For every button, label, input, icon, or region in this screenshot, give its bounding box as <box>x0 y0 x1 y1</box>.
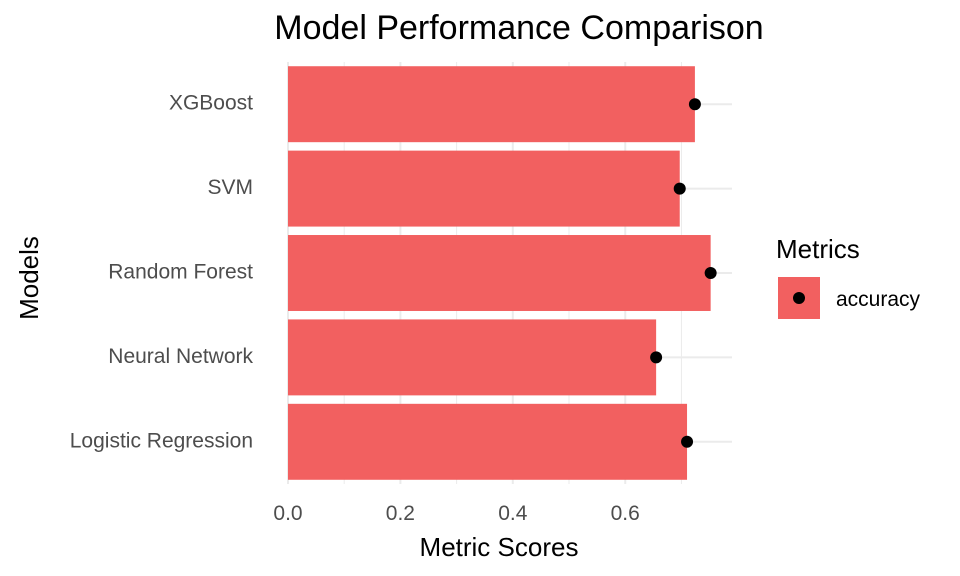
point-xgboost <box>688 98 701 111</box>
point-logistic-regression <box>681 435 694 448</box>
bar-random-forest <box>288 235 711 311</box>
y-tick-label-neural-network: Neural Network <box>108 345 253 368</box>
bar-xgboost <box>288 66 695 143</box>
point-layer <box>650 98 717 448</box>
point-svm <box>673 182 686 195</box>
y-axis-title: Models <box>14 236 44 320</box>
x-tick-label-0-2: 0.2 <box>386 502 415 525</box>
chart-title: Model Performance Comparison <box>274 9 763 47</box>
legend-key-point <box>793 292 805 304</box>
bar-logistic-regression <box>288 403 688 480</box>
bar-neural-network <box>288 319 657 396</box>
point-random-forest <box>704 267 717 279</box>
tick-layer: Logistic Regression Neural Network Random … <box>70 92 640 525</box>
y-tick-label-random-forest: Random Forest <box>108 261 253 284</box>
x-tick-label-0-0: 0.0 <box>273 502 302 525</box>
y-tick-label-svm: SVM <box>207 176 253 199</box>
x-tick-label-0-6: 0.6 <box>611 502 640 525</box>
y-tick-label-logistic-regression: Logistic Regression <box>70 429 253 452</box>
x-tick-label-0-4: 0.4 <box>498 502 528 525</box>
bar-svm <box>288 150 680 227</box>
bar-layer <box>288 66 711 480</box>
point-neural-network <box>650 351 663 364</box>
legend-label-accuracy: accuracy <box>836 288 921 311</box>
x-axis-title: Metric Scores <box>420 532 579 562</box>
y-tick-label-xgboost: XGBoost <box>169 92 253 115</box>
legend-title: Metrics <box>776 234 860 264</box>
